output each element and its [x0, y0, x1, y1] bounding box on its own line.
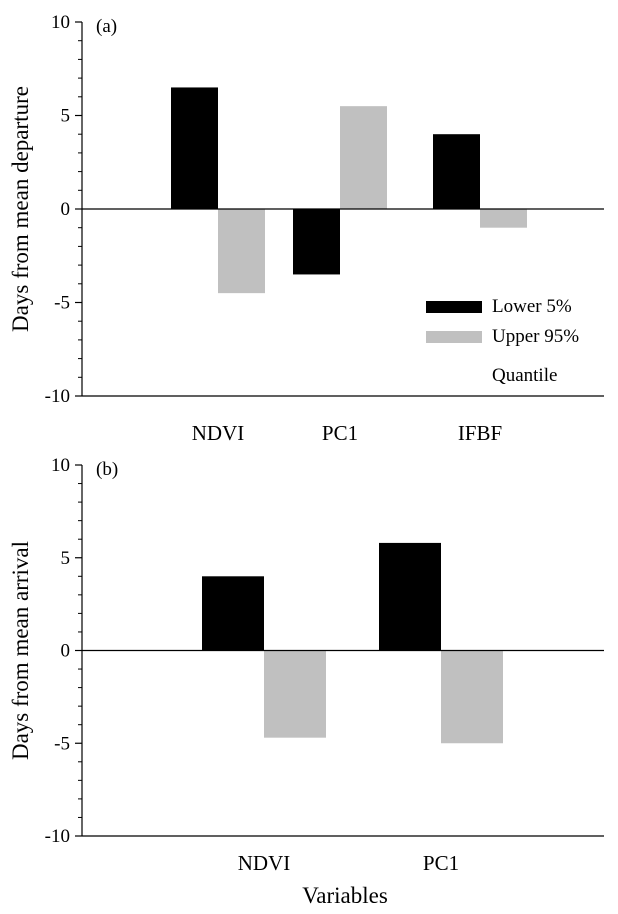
x-axis-title: Variables [302, 883, 388, 908]
y-tick-label: 5 [61, 548, 71, 569]
legend: Lower 5% Upper 95% Quantile [426, 296, 579, 386]
y-tick-label: 0 [61, 199, 71, 220]
legend-title: Quantile [492, 365, 557, 386]
y-axis-title: Days from mean departure [8, 86, 33, 332]
bar-upper-ndvi [218, 209, 265, 294]
legend-swatch-lower [426, 301, 482, 313]
bar-lower-ifbf [433, 134, 480, 209]
bar-upper-ndvi [264, 650, 326, 738]
chart-panel-a: -10 -5 0 5 10 NDVI PC1 IFBF (a) Days from mean de… [8, 12, 604, 445]
x-category-label: NDVI [238, 851, 291, 875]
bar-upper-pc1 [441, 650, 503, 744]
y-axis-title: Days from mean arrival [8, 541, 33, 760]
panel-label: (a) [96, 16, 117, 37]
y-tick-label: -10 [45, 386, 70, 407]
bar-lower-pc1 [379, 542, 441, 651]
y-tick-label: 0 [61, 641, 71, 662]
bar-lower-ndvi [202, 576, 264, 651]
bar-upper-pc1 [340, 106, 387, 209]
panel-label: (b) [96, 459, 118, 480]
y-tick-label: -10 [45, 826, 70, 847]
legend-swatch-upper [426, 331, 482, 343]
x-category-label: IFBF [458, 421, 502, 445]
bar-lower-ndvi [171, 87, 218, 209]
y-tick-label: -5 [54, 733, 70, 754]
y-tick-label: -5 [54, 293, 70, 314]
y-tick-label: 10 [51, 12, 70, 33]
bar-lower-pc1 [293, 209, 340, 275]
legend-label: Lower 5% [492, 296, 572, 317]
legend-label: Upper 95% [492, 326, 579, 347]
y-tick-label: 10 [51, 455, 70, 476]
x-category-label: PC1 [423, 851, 459, 875]
x-category-label: NDVI [192, 421, 245, 445]
x-category-label: PC1 [322, 421, 358, 445]
chart-panel-b: -10 -5 0 5 10 NDVI PC1 (b) Days from mean arriva… [8, 455, 604, 908]
bar-upper-ifbf [480, 209, 527, 228]
y-tick-label: 5 [61, 106, 71, 127]
